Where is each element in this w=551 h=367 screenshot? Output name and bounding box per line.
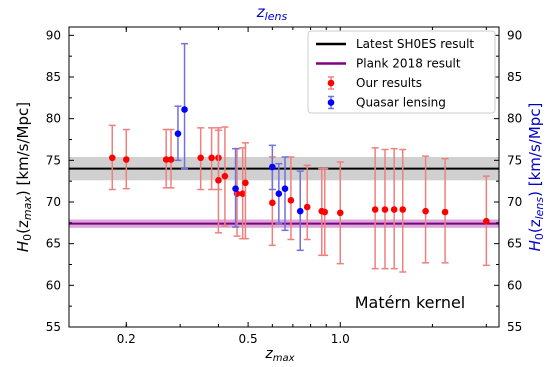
marker: [287, 197, 295, 204]
point-1-5: [281, 156, 289, 232]
marker: [483, 217, 490, 225]
y-tick-label-left: 60: [46, 278, 61, 292]
y-tick-label-right: 75: [507, 153, 522, 167]
marker: [162, 156, 170, 163]
legend-marker: [327, 79, 335, 87]
y-tick-label-left: 65: [46, 237, 61, 251]
legend: Latest SH0ES result Plank 2018 result Our …: [307, 30, 496, 114]
point-0-21: [399, 148, 407, 273]
point-1-4: [275, 162, 283, 225]
legend-entry-3: Quasar lensing: [327, 96, 446, 110]
y-tick-label-right: 55: [507, 320, 522, 334]
y-tick-label-left: 90: [46, 28, 61, 42]
marker: [371, 206, 379, 213]
point-1-6: [296, 170, 304, 252]
marker: [197, 154, 204, 162]
data-series: [108, 42, 490, 273]
point-0-23: [441, 157, 449, 264]
point-0-4: [197, 127, 205, 191]
legend-entry-0: Latest SH0ES result: [316, 37, 474, 51]
point-0-13: [287, 156, 295, 241]
y-tick-label-left: 70: [46, 195, 61, 209]
marker: [208, 154, 215, 162]
point-1-2: [232, 147, 240, 228]
marker: [242, 179, 249, 187]
y-tick-label-right: 90: [507, 28, 522, 42]
legend-label: Our results: [356, 76, 422, 90]
x-axis-title: zmax: [264, 346, 294, 364]
legend-marker: [327, 99, 335, 106]
marker: [390, 206, 398, 213]
legend-label: Quasar lensing: [356, 96, 446, 110]
point-0-18: [371, 147, 379, 270]
point-0-17: [336, 161, 344, 265]
point-0-1: [122, 128, 130, 190]
x-tick-label: 1.0: [331, 332, 350, 346]
marker: [215, 177, 222, 184]
x-tick-label: 0.5: [239, 332, 258, 346]
point-0-3: [167, 128, 175, 189]
y-tick-label-left: 55: [46, 320, 61, 334]
legend-label: Plank 2018 result: [356, 57, 461, 71]
marker: [281, 185, 289, 192]
point-0-14: [303, 164, 311, 241]
marker: [381, 206, 389, 213]
kernel-annotation: Matérn kernel: [355, 293, 466, 312]
point-0-22: [422, 155, 430, 264]
point-0-0: [108, 124, 116, 191]
marker: [399, 206, 407, 213]
marker: [122, 156, 130, 163]
point-0-16: [321, 167, 329, 257]
point-0-19: [381, 148, 389, 270]
legend-entry-2: Our results: [327, 76, 422, 90]
y-tick-label-left: 75: [46, 153, 61, 167]
y-tick-label-right: 85: [507, 70, 522, 84]
legend-label: Latest SH0ES result: [356, 37, 474, 51]
marker: [441, 208, 449, 216]
point-0-20: [390, 147, 398, 270]
marker: [275, 190, 283, 197]
marker: [181, 106, 188, 113]
marker: [239, 190, 246, 197]
marker: [221, 172, 229, 180]
top-axis-title: zlens: [256, 3, 288, 23]
marker: [108, 154, 116, 162]
y-tick-label-left: 80: [46, 112, 61, 126]
point-1-1: [181, 42, 189, 170]
y-tick-label-right: 80: [507, 112, 522, 126]
y-tick-label-left: 85: [46, 70, 61, 84]
y-tick-label-right: 65: [507, 237, 522, 251]
marker: [321, 208, 329, 216]
point-1-0: [174, 105, 182, 162]
axis-ticks: 55 55 60 60 65 65 70 70 75 75 80 80 85 85 90 90 0.2 0.5 1.…: [46, 27, 522, 346]
point-0-24: [482, 175, 490, 267]
marker: [422, 207, 429, 215]
legend-box: [307, 30, 496, 114]
x-tick-label: 0.2: [117, 332, 136, 346]
legend-entry-1: Plank 2018 result: [316, 57, 461, 71]
point-1-3: [268, 144, 276, 191]
marker: [167, 156, 175, 163]
y-tick-label-right: 70: [507, 195, 522, 209]
point-0-5: [208, 127, 216, 191]
marker: [303, 203, 311, 211]
marker: [269, 163, 276, 171]
y-axis-title-right: H0(zlens) [km/s/Mpc]: [526, 103, 546, 252]
marker: [269, 199, 276, 207]
marker: [232, 185, 239, 192]
y-tick-label-right: 60: [507, 278, 522, 292]
marker: [296, 207, 304, 215]
marker: [336, 209, 344, 217]
point-0-7: [214, 129, 222, 234]
plot-frame: [68, 26, 500, 328]
reference-bands: [69, 157, 499, 228]
y-axis-title-left: H0(zmax) [km/s/Mpc]: [14, 102, 34, 252]
point-0-11: [241, 142, 249, 240]
point-0-8: [221, 126, 229, 227]
marker: [174, 130, 182, 137]
